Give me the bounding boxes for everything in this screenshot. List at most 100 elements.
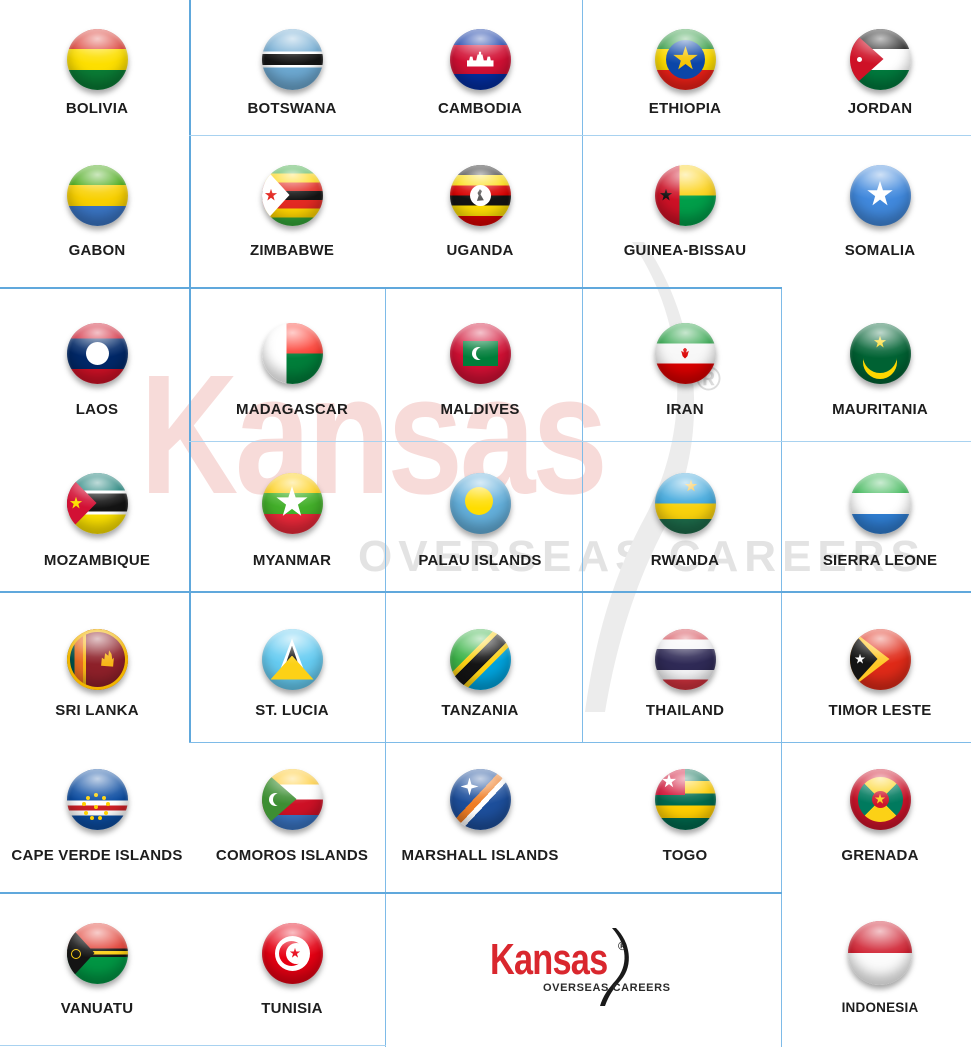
country-label: MADAGASCAR xyxy=(236,401,348,418)
country-label: VANUATU xyxy=(60,1000,134,1017)
country-label: MYANMAR xyxy=(252,552,332,569)
gloss-highlight xyxy=(449,28,511,90)
botswana-flag-icon xyxy=(261,28,323,90)
gloss-highlight xyxy=(449,628,511,690)
gloss-highlight xyxy=(66,164,128,226)
country-label: RWANDA xyxy=(650,552,720,569)
country-label: GABON xyxy=(68,242,126,259)
gloss-highlight xyxy=(654,472,716,534)
country-label: INDONESIA xyxy=(841,1000,919,1015)
country-label: TUNISIA xyxy=(261,1000,323,1017)
gloss-highlight xyxy=(66,628,128,690)
gloss-highlight xyxy=(654,164,716,226)
country-label: GRENADA xyxy=(841,847,919,864)
grid-line xyxy=(0,892,782,894)
grenada-flag-icon xyxy=(849,768,911,830)
grid-line xyxy=(0,1045,386,1046)
mozambique-flag-icon xyxy=(66,472,128,534)
gloss-highlight xyxy=(849,322,911,384)
marshall-flag-icon xyxy=(449,768,511,830)
gloss-highlight xyxy=(261,322,323,384)
country-label: JORDAN xyxy=(847,100,913,117)
grid-line xyxy=(189,441,971,442)
jordan-flag-icon xyxy=(849,28,911,90)
comoros-flag-icon xyxy=(261,768,323,830)
country-label: TANZANIA xyxy=(441,702,519,719)
cape-verde-flag-icon xyxy=(66,768,128,830)
gloss-highlight xyxy=(849,768,911,830)
gloss-highlight xyxy=(66,472,128,534)
sri-lanka-flag-icon xyxy=(66,628,128,690)
guinea-bissau-flag-icon xyxy=(654,164,716,226)
country-label: IRAN xyxy=(666,401,704,418)
gloss-highlight xyxy=(449,472,511,534)
gloss-highlight xyxy=(261,922,323,984)
gloss-highlight xyxy=(261,628,323,690)
country-label: SIERRA LEONE xyxy=(822,552,938,569)
bolivia-flag-icon xyxy=(66,28,128,90)
thailand-flag-icon xyxy=(654,628,716,690)
laos-flag-icon xyxy=(66,322,128,384)
gloss-highlight xyxy=(261,28,323,90)
zimbabwe-flag-icon xyxy=(261,164,323,226)
country-label: MALDIVES xyxy=(440,401,520,418)
indonesia-flag-icon xyxy=(848,921,912,985)
country-label: ST. LUCIA xyxy=(255,702,329,719)
grid-line xyxy=(582,0,583,742)
gloss-highlight xyxy=(261,768,323,830)
gloss-highlight xyxy=(849,28,911,90)
country-label: CAMBODIA xyxy=(437,100,523,117)
country-label: ZIMBABWE xyxy=(249,242,335,259)
gloss-highlight xyxy=(66,768,128,830)
gloss-highlight xyxy=(654,322,716,384)
gloss-highlight xyxy=(449,322,511,384)
country-label: COMOROS ISLANDS xyxy=(215,847,369,864)
mauritania-flag-icon xyxy=(849,322,911,384)
country-label: BOLIVIA xyxy=(65,100,129,117)
country-label: MARSHALL ISLANDS xyxy=(401,847,559,864)
gloss-highlight xyxy=(66,922,128,984)
gloss-highlight xyxy=(449,164,511,226)
cambodia-flag-icon xyxy=(449,28,511,90)
country-label: ETHIOPIA xyxy=(648,100,722,117)
maldives-flag-icon xyxy=(449,322,511,384)
sierra-leone-flag-icon xyxy=(849,472,911,534)
gloss-highlight xyxy=(654,768,716,830)
gloss-highlight xyxy=(849,164,911,226)
gloss-highlight xyxy=(261,472,323,534)
madagascar-flag-icon xyxy=(261,322,323,384)
somalia-flag-icon xyxy=(849,164,911,226)
st-lucia-flag-icon xyxy=(261,628,323,690)
gloss-highlight xyxy=(261,164,323,226)
grid-line xyxy=(781,288,782,1047)
country-label: MAURITANIA xyxy=(832,401,928,418)
uganda-flag-icon xyxy=(449,164,511,226)
gabon-flag-icon xyxy=(66,164,128,226)
grid-line xyxy=(189,135,971,136)
